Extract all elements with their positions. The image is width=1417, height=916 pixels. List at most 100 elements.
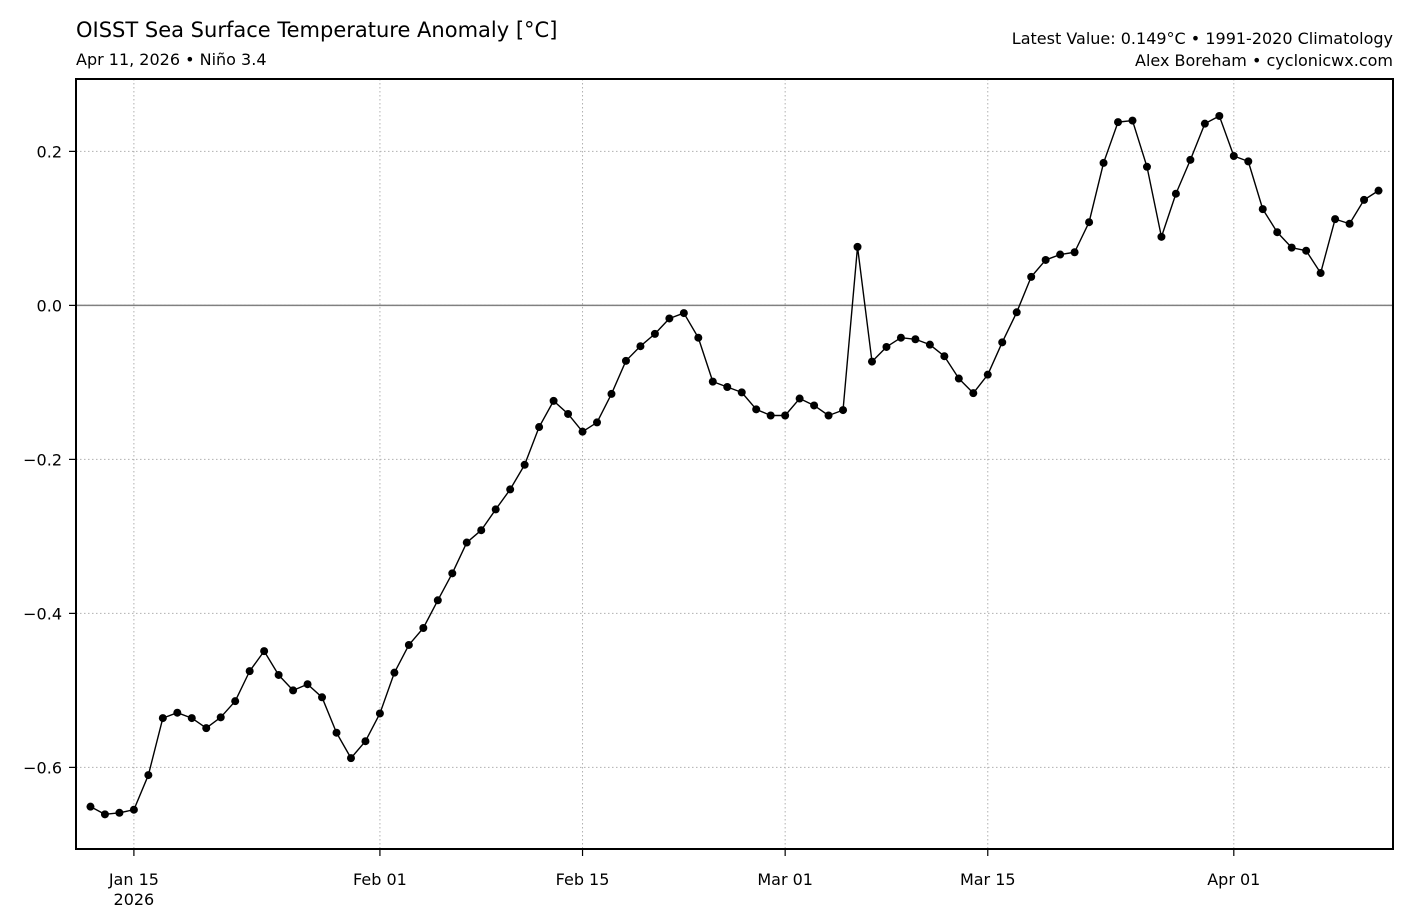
chart-title: OISST Sea Surface Temperature Anomaly [°…	[76, 18, 558, 42]
data-point	[1157, 232, 1166, 241]
data-point	[346, 754, 355, 763]
grid	[76, 79, 1393, 849]
data-point	[940, 352, 949, 361]
data-point	[477, 526, 486, 535]
data-point	[665, 314, 674, 323]
y-tick-label: −0.6	[23, 758, 62, 777]
data-point	[694, 333, 703, 342]
y-tick-label: 0.0	[37, 296, 62, 315]
data-point	[115, 808, 124, 817]
data-point	[925, 340, 934, 349]
x-tick-label: Apr 01	[1207, 870, 1260, 889]
data-point	[404, 640, 413, 649]
data-point	[1345, 219, 1354, 228]
data-point	[1085, 218, 1094, 227]
data-point	[954, 374, 963, 383]
data-point	[129, 805, 138, 814]
data-point	[607, 389, 616, 398]
data-point	[549, 396, 558, 405]
data-point	[100, 810, 109, 819]
data-point	[650, 329, 659, 338]
y-tick-label: 0.2	[37, 142, 62, 161]
data-point	[1302, 246, 1311, 255]
data-point	[1200, 119, 1209, 128]
data-point	[419, 624, 428, 633]
data-point	[274, 670, 283, 679]
data-point	[462, 538, 471, 547]
data-point	[520, 460, 529, 469]
data-point	[983, 370, 992, 379]
data-point	[766, 411, 775, 420]
data-point	[896, 333, 905, 342]
data-point	[839, 406, 848, 415]
y-tick-label: −0.2	[23, 450, 62, 469]
data-point	[1186, 155, 1195, 164]
data-point	[621, 356, 630, 365]
plot-frame	[75, 78, 1394, 850]
data-point	[911, 335, 920, 344]
x-tick-label: Feb 15	[556, 870, 610, 889]
data-point	[708, 377, 717, 386]
data-point	[1273, 228, 1282, 237]
data-point	[998, 338, 1007, 347]
data-point	[1012, 308, 1021, 317]
data-point	[1128, 116, 1137, 125]
data-point	[361, 737, 370, 746]
data-point	[433, 596, 442, 605]
data-point	[491, 505, 500, 514]
x-tick-label: Jan 15	[108, 870, 159, 889]
data-point	[723, 383, 732, 391]
data-point	[824, 411, 833, 420]
data-point	[144, 771, 153, 780]
data-point	[1114, 118, 1123, 127]
data-point	[1142, 162, 1151, 171]
data-point	[1041, 255, 1050, 264]
chart-subtitle: Apr 11, 2026 • Niño 3.4	[76, 50, 267, 69]
data-point	[679, 309, 688, 318]
data-point	[795, 394, 804, 403]
data-point	[216, 713, 225, 722]
data-point	[882, 342, 891, 351]
x-tick-label: Feb 01	[353, 870, 407, 889]
data-point	[1316, 269, 1325, 278]
data-point	[245, 667, 254, 676]
data-point	[1070, 248, 1079, 257]
data-point	[1258, 205, 1267, 214]
data-point	[752, 405, 761, 414]
data-point	[289, 686, 298, 695]
data-point	[810, 401, 819, 410]
y-tick-label: −0.4	[23, 604, 62, 623]
data-point	[564, 409, 573, 418]
ticks	[69, 150, 1235, 856]
data-point	[187, 714, 196, 723]
series-line	[90, 115, 1379, 816]
data-point	[231, 697, 240, 706]
data-point	[781, 411, 790, 420]
data-point	[737, 388, 746, 397]
data-point	[1229, 152, 1238, 160]
data-point	[867, 357, 876, 366]
x-tick-sublabel: 2026	[114, 890, 155, 909]
data-point	[1056, 250, 1065, 259]
data-point	[1360, 195, 1369, 204]
data-point	[332, 728, 341, 737]
data-point	[260, 647, 269, 656]
data-point	[158, 714, 167, 723]
data-point	[636, 342, 645, 351]
data-point	[593, 418, 602, 427]
data-point	[390, 668, 399, 677]
data-point	[448, 569, 457, 578]
data-point	[1244, 157, 1253, 166]
data-point	[318, 693, 327, 702]
data-point	[535, 423, 544, 432]
data-point	[506, 485, 515, 494]
data-point	[1027, 272, 1036, 281]
data-point	[578, 427, 587, 436]
data-point	[303, 680, 312, 689]
data-point	[853, 242, 862, 251]
x-tick-label: Mar 01	[757, 870, 813, 889]
credit-note: Alex Boreham • cyclonicwx.com	[1135, 51, 1393, 70]
data-point	[1331, 215, 1340, 224]
